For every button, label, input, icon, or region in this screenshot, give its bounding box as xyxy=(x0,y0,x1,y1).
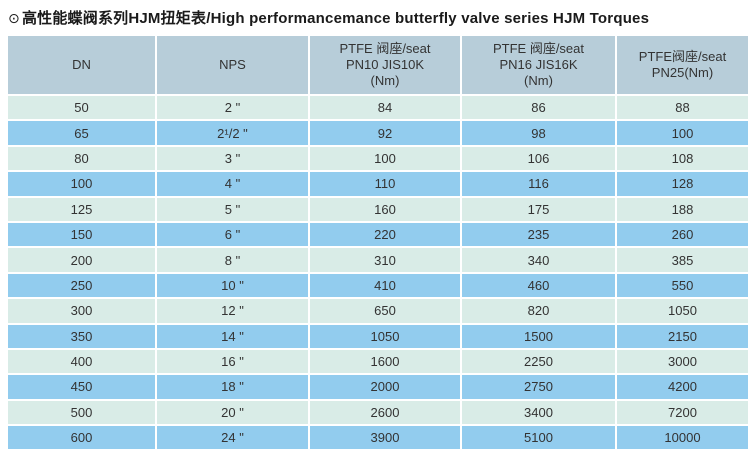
cell-pn10: 1600 xyxy=(310,349,460,374)
cell-pn10: 1050 xyxy=(310,324,460,348)
table-row: 150 6 " 220 235 260 xyxy=(8,222,748,247)
cell-nps: 24 " xyxy=(157,426,308,450)
cell-pn10: 650 xyxy=(310,299,460,323)
cell-pn25: 128 xyxy=(617,172,748,196)
column-header-nps: NPS xyxy=(157,36,308,94)
cell-pn25: 3000 xyxy=(617,349,748,374)
cell-dn: 350 xyxy=(8,324,155,348)
table-row: 50 2 " 84 86 88 xyxy=(8,96,748,120)
cell-pn16: 98 xyxy=(462,121,615,145)
cell-dn: 500 xyxy=(8,400,155,425)
table-row: 350 14 " 1050 1500 2150 xyxy=(8,324,748,348)
cell-pn25: 550 xyxy=(617,273,748,298)
column-header-pn25: PTFE阀座/seat PN25(Nm) xyxy=(617,36,748,94)
cell-pn10: 2600 xyxy=(310,400,460,425)
table-body: 50 2 " 84 86 88 65 2¹/2 " 92 98 100 80 3… xyxy=(8,96,748,450)
table-row: 600 24 " 3900 5100 10000 xyxy=(8,426,748,450)
table-row: 80 3 " 100 106 108 xyxy=(8,146,748,171)
cell-pn16: 1500 xyxy=(462,324,615,348)
cell-nps: 20 " xyxy=(157,400,308,425)
bullet-icon: ⊙ xyxy=(8,10,20,26)
cell-dn: 450 xyxy=(8,375,155,399)
column-header-pn16: PTFE 阀座/seat PN16 JIS16K (Nm) xyxy=(462,36,615,94)
table-row: 400 16 " 1600 2250 3000 xyxy=(8,349,748,374)
column-header-dn: DN xyxy=(8,36,155,94)
cell-nps: 16 " xyxy=(157,349,308,374)
cell-pn16: 86 xyxy=(462,96,615,120)
table-row: 250 10 " 410 460 550 xyxy=(8,273,748,298)
cell-nps: 6 " xyxy=(157,222,308,247)
cell-pn25: 188 xyxy=(617,197,748,221)
cell-nps: 8 " xyxy=(157,248,308,272)
cell-pn10: 3900 xyxy=(310,426,460,450)
table-row: 100 4 " 110 116 128 xyxy=(8,172,748,196)
cell-nps: 3 " xyxy=(157,146,308,171)
torque-table: DN NPS PTFE 阀座/seat PN10 JIS10K (Nm) PTF… xyxy=(6,34,750,451)
column-header-pn10: PTFE 阀座/seat PN10 JIS10K (Nm) xyxy=(310,36,460,94)
page-title-text: 高性能蝶阀系列HJM扭矩表/High performancemance butt… xyxy=(21,10,650,27)
table-header: DN NPS PTFE 阀座/seat PN10 JIS10K (Nm) PTF… xyxy=(8,36,748,94)
table-row: 65 2¹/2 " 92 98 100 xyxy=(8,121,748,145)
cell-pn10: 310 xyxy=(310,248,460,272)
cell-nps: 2¹/2 " xyxy=(157,121,308,145)
cell-dn: 200 xyxy=(8,248,155,272)
table-row: 500 20 " 2600 3400 7200 xyxy=(8,400,748,425)
cell-pn16: 5100 xyxy=(462,426,615,450)
cell-pn10: 2000 xyxy=(310,375,460,399)
cell-pn25: 100 xyxy=(617,121,748,145)
page-title: ⊙ 高性能蝶阀系列HJM扭矩表/High performancemance but… xyxy=(0,0,750,34)
cell-nps: 18 " xyxy=(157,375,308,399)
cell-pn16: 235 xyxy=(462,222,615,247)
cell-pn10: 110 xyxy=(310,172,460,196)
cell-pn25: 385 xyxy=(617,248,748,272)
cell-nps: 4 " xyxy=(157,172,308,196)
cell-nps: 10 " xyxy=(157,273,308,298)
cell-pn10: 92 xyxy=(310,121,460,145)
cell-nps: 5 " xyxy=(157,197,308,221)
cell-pn16: 2750 xyxy=(462,375,615,399)
cell-pn25: 260 xyxy=(617,222,748,247)
cell-pn25: 10000 xyxy=(617,426,748,450)
cell-pn25: 4200 xyxy=(617,375,748,399)
cell-dn: 300 xyxy=(8,299,155,323)
cell-dn: 100 xyxy=(8,172,155,196)
cell-dn: 150 xyxy=(8,222,155,247)
cell-nps: 2 " xyxy=(157,96,308,120)
table-row: 200 8 " 310 340 385 xyxy=(8,248,748,272)
cell-pn25: 2150 xyxy=(617,324,748,348)
cell-pn25: 1050 xyxy=(617,299,748,323)
cell-dn: 600 xyxy=(8,426,155,450)
table-row: 450 18 " 2000 2750 4200 xyxy=(8,375,748,399)
cell-pn25: 7200 xyxy=(617,400,748,425)
cell-pn25: 88 xyxy=(617,96,748,120)
cell-pn16: 106 xyxy=(462,146,615,171)
header-row: DN NPS PTFE 阀座/seat PN10 JIS10K (Nm) PTF… xyxy=(8,36,748,94)
cell-pn10: 220 xyxy=(310,222,460,247)
table-row: 300 12 " 650 820 1050 xyxy=(8,299,748,323)
cell-pn16: 2250 xyxy=(462,349,615,374)
cell-pn16: 3400 xyxy=(462,400,615,425)
cell-pn16: 175 xyxy=(462,197,615,221)
cell-pn16: 460 xyxy=(462,273,615,298)
cell-pn10: 84 xyxy=(310,96,460,120)
cell-dn: 250 xyxy=(8,273,155,298)
cell-pn25: 108 xyxy=(617,146,748,171)
cell-pn16: 820 xyxy=(462,299,615,323)
cell-dn: 400 xyxy=(8,349,155,374)
cell-pn10: 100 xyxy=(310,146,460,171)
table-row: 125 5 " 160 175 188 xyxy=(8,197,748,221)
cell-dn: 65 xyxy=(8,121,155,145)
cell-nps: 12 " xyxy=(157,299,308,323)
cell-dn: 80 xyxy=(8,146,155,171)
cell-pn16: 340 xyxy=(462,248,615,272)
cell-pn16: 116 xyxy=(462,172,615,196)
cell-pn10: 410 xyxy=(310,273,460,298)
cell-nps: 14 " xyxy=(157,324,308,348)
cell-pn10: 160 xyxy=(310,197,460,221)
cell-dn: 125 xyxy=(8,197,155,221)
cell-dn: 50 xyxy=(8,96,155,120)
